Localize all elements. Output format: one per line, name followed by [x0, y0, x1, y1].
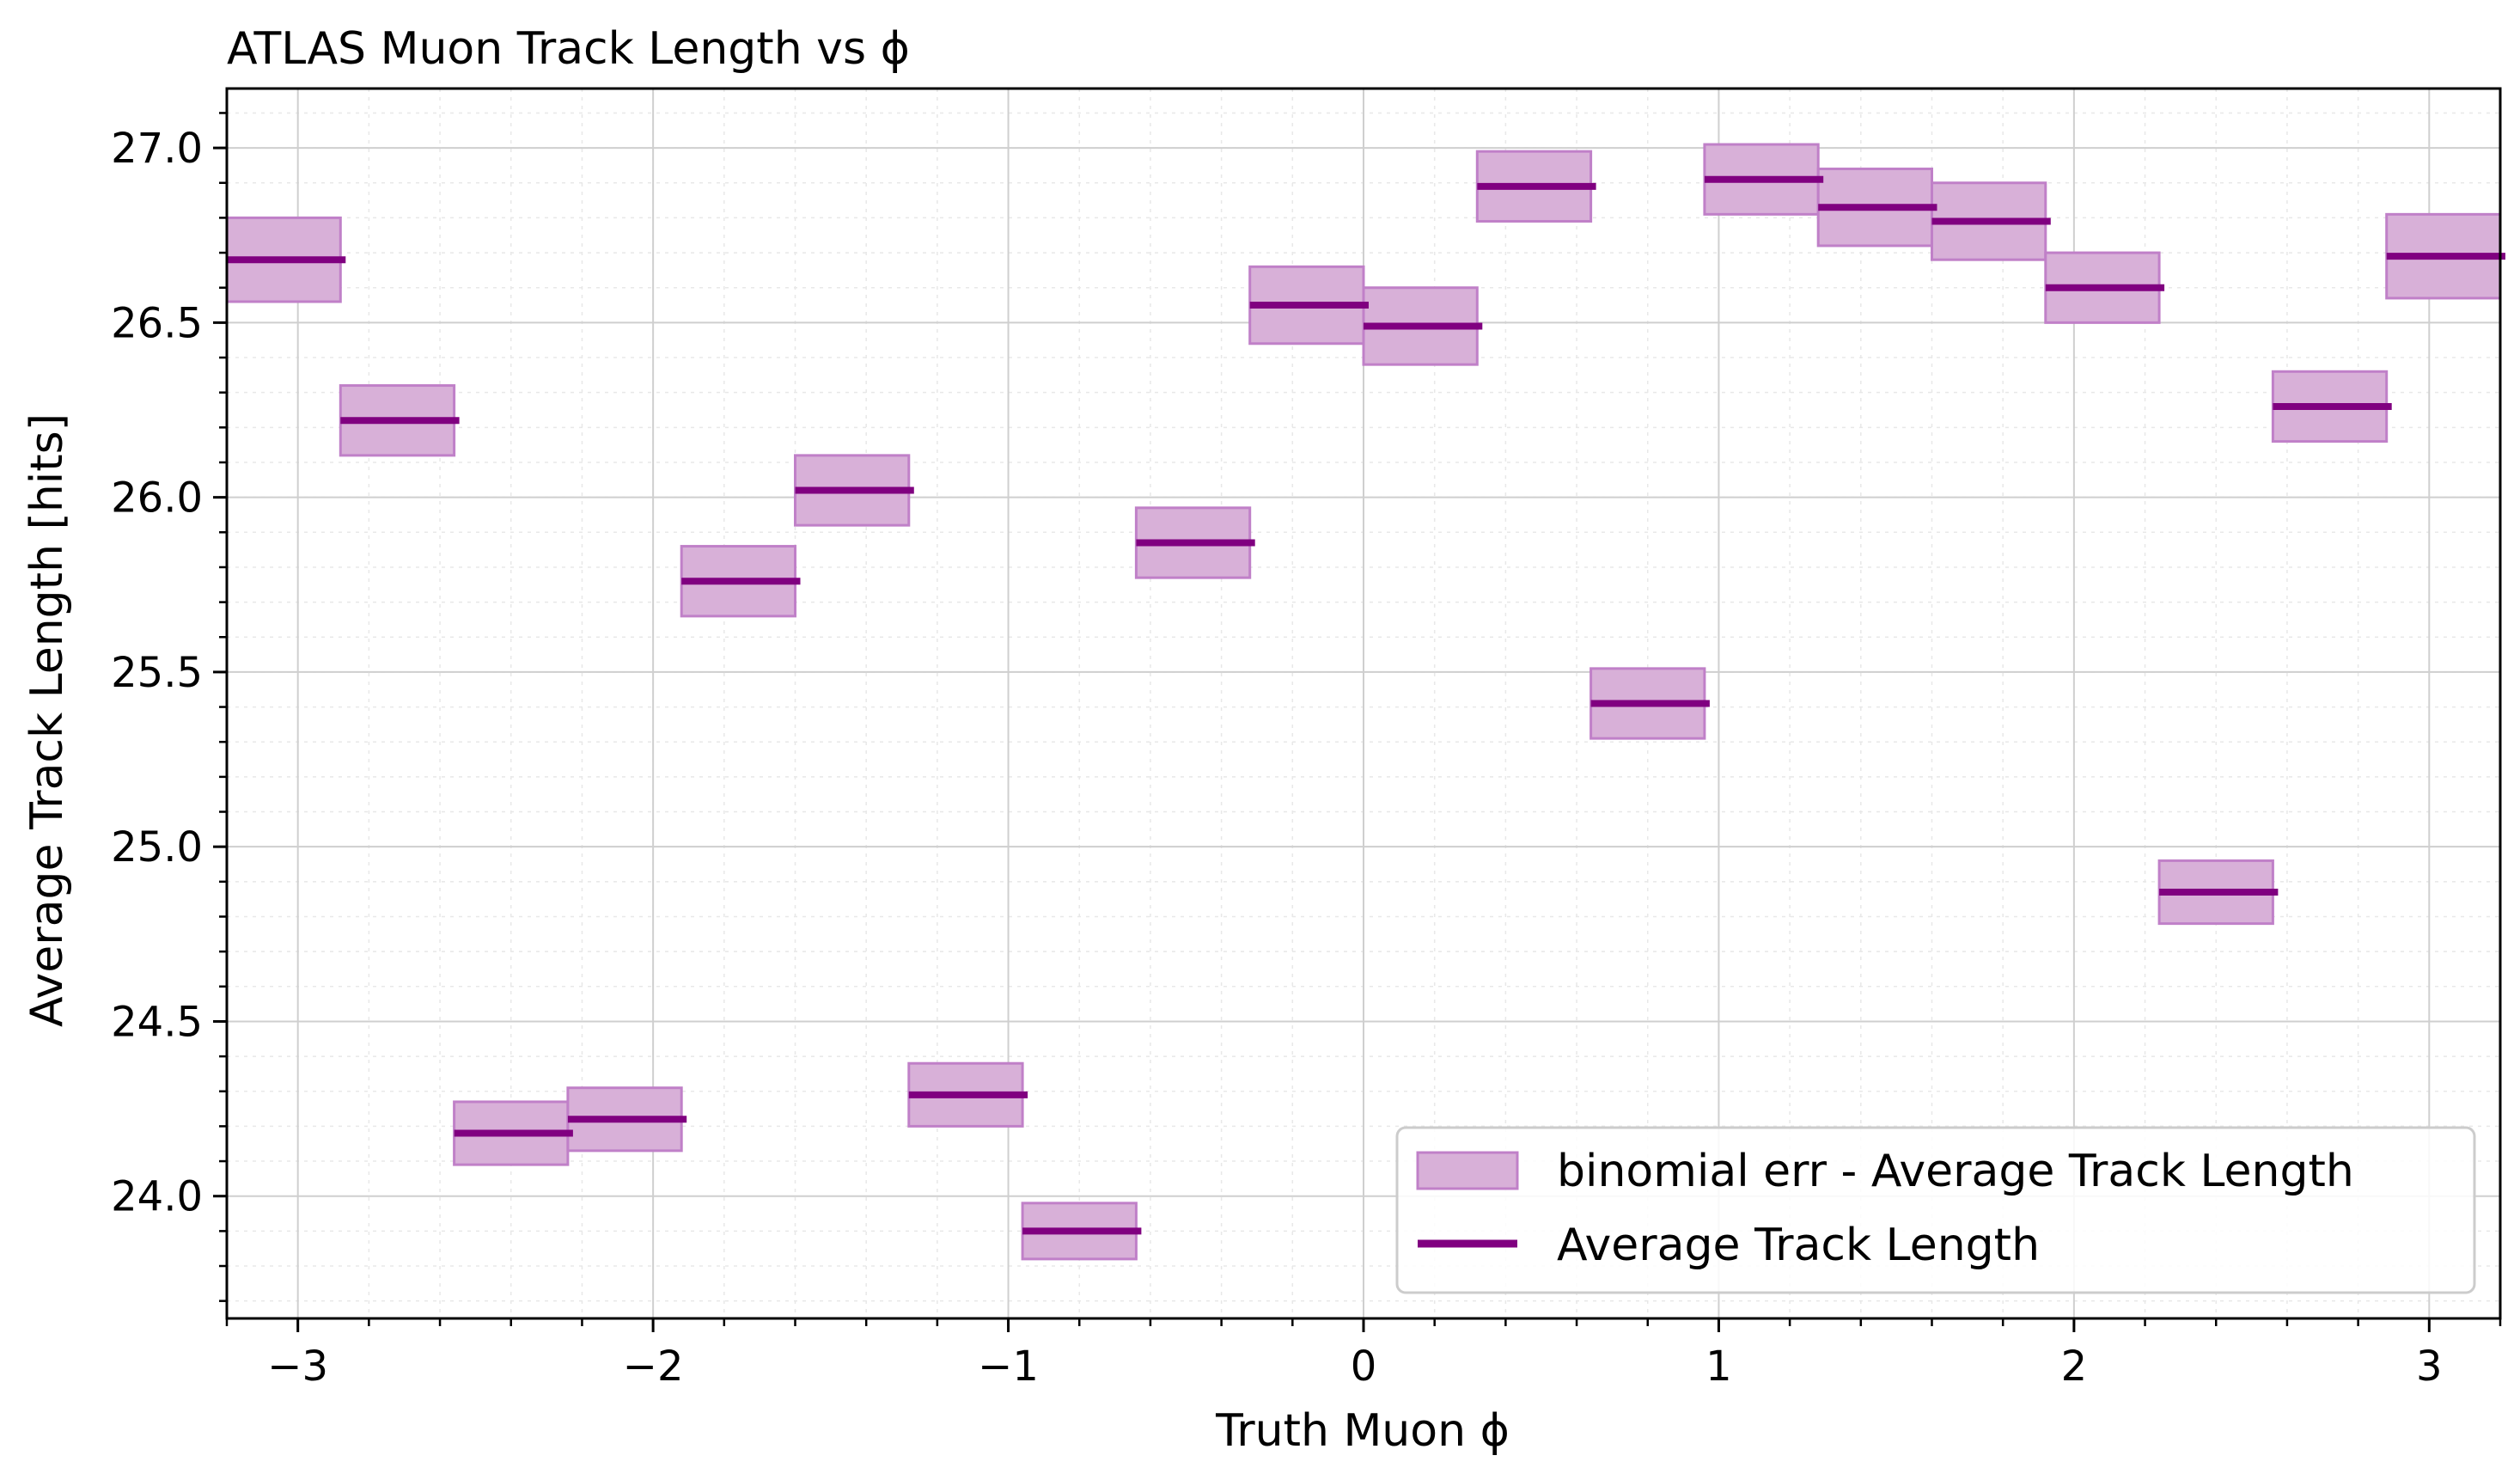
- y-tick-label: 27.0: [111, 125, 203, 173]
- value-lines: [227, 175, 2505, 1235]
- x-tick-label: 3: [2416, 1342, 2443, 1391]
- legend-label-band: binomial err - Average Track Length: [1557, 1146, 2354, 1197]
- chart-title: ATLAS Muon Track Length vs ϕ: [227, 23, 910, 75]
- legend: binomial err - Average Track Length Aver…: [1395, 1126, 2476, 1294]
- x-tick-label: 2: [2061, 1342, 2088, 1391]
- y-tick-label: 25.5: [111, 649, 203, 697]
- legend-label-line: Average Track Length: [1557, 1220, 2040, 1271]
- legend-box: [1395, 1126, 2476, 1294]
- y-tick-labels: 24.0 24.5 25.0 25.5 26.0 26.5 27.0: [111, 125, 203, 1221]
- x-axis-label: Truth Muon ϕ: [1215, 1405, 1510, 1457]
- x-tick-label: −2: [623, 1342, 684, 1391]
- y-tick-label: 25.0: [111, 823, 203, 871]
- x-tick-label: −1: [978, 1342, 1039, 1391]
- y-axis-label: Average Track Length [hits]: [21, 413, 73, 1027]
- y-tick-label: 24.0: [111, 1173, 203, 1221]
- y-tick-label: 24.5: [111, 998, 203, 1046]
- x-tick-labels: −3 −2 −1 0 1 2 3: [267, 1342, 2442, 1391]
- y-tick-label: 26.5: [111, 299, 203, 347]
- axis-ticks: [213, 112, 2502, 1332]
- x-tick-label: −3: [267, 1342, 328, 1391]
- major-grid: [227, 89, 2500, 1318]
- x-tick-label: 0: [1351, 1342, 1377, 1391]
- y-tick-label: 26.0: [111, 474, 203, 523]
- x-tick-label: 1: [1705, 1342, 1732, 1391]
- legend-band-swatch: [1416, 1151, 1519, 1190]
